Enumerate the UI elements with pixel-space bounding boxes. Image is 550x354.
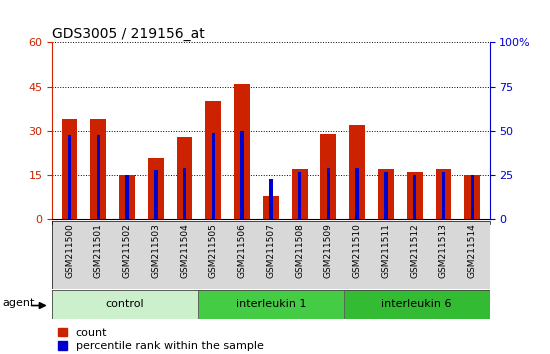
Text: GSM211512: GSM211512	[410, 223, 419, 278]
Text: GSM211505: GSM211505	[209, 223, 218, 278]
Bar	[68, 135, 72, 219]
Bar	[355, 168, 359, 219]
Bar	[240, 131, 244, 219]
Bar	[298, 172, 301, 219]
Text: GSM211509: GSM211509	[324, 223, 333, 278]
Bar	[263, 196, 279, 219]
Bar	[148, 158, 164, 219]
Bar	[125, 175, 129, 219]
Text: GSM211500: GSM211500	[65, 223, 74, 278]
Bar	[378, 169, 394, 219]
FancyBboxPatch shape	[344, 290, 490, 319]
Text: GSM211514: GSM211514	[468, 223, 477, 278]
Text: GSM211513: GSM211513	[439, 223, 448, 278]
Bar	[183, 168, 186, 219]
Text: GSM211511: GSM211511	[382, 223, 390, 278]
Bar	[470, 175, 474, 219]
Bar	[119, 175, 135, 219]
Bar	[413, 175, 416, 219]
Bar	[62, 119, 78, 219]
Text: interleukin 6: interleukin 6	[381, 299, 452, 309]
Bar	[292, 169, 307, 219]
Text: control: control	[106, 299, 145, 309]
Bar	[384, 172, 388, 219]
Bar	[177, 137, 192, 219]
Bar	[97, 135, 100, 219]
Bar	[269, 179, 273, 219]
Text: GSM211503: GSM211503	[151, 223, 160, 278]
Text: interleukin 1: interleukin 1	[235, 299, 306, 309]
Text: GSM211508: GSM211508	[295, 223, 304, 278]
Bar	[442, 172, 445, 219]
Text: GSM211502: GSM211502	[123, 223, 131, 278]
Bar	[234, 84, 250, 219]
Bar	[321, 134, 336, 219]
FancyBboxPatch shape	[52, 290, 490, 319]
Bar	[154, 170, 157, 219]
Legend: count, percentile rank within the sample: count, percentile rank within the sample	[58, 328, 263, 351]
Bar	[464, 175, 480, 219]
Bar	[212, 133, 215, 219]
Bar	[90, 119, 106, 219]
Text: GSM211507: GSM211507	[266, 223, 276, 278]
FancyBboxPatch shape	[52, 290, 198, 319]
Bar	[436, 169, 452, 219]
FancyBboxPatch shape	[52, 221, 490, 289]
Text: agent: agent	[3, 298, 35, 308]
Text: GSM211501: GSM211501	[94, 223, 103, 278]
FancyBboxPatch shape	[198, 290, 344, 319]
Text: GSM211510: GSM211510	[353, 223, 362, 278]
Bar	[407, 172, 422, 219]
Bar	[349, 125, 365, 219]
Bar	[327, 168, 330, 219]
Text: GSM211506: GSM211506	[238, 223, 246, 278]
Text: GDS3005 / 219156_at: GDS3005 / 219156_at	[52, 28, 205, 41]
Bar	[206, 102, 221, 219]
Text: GSM211504: GSM211504	[180, 223, 189, 278]
